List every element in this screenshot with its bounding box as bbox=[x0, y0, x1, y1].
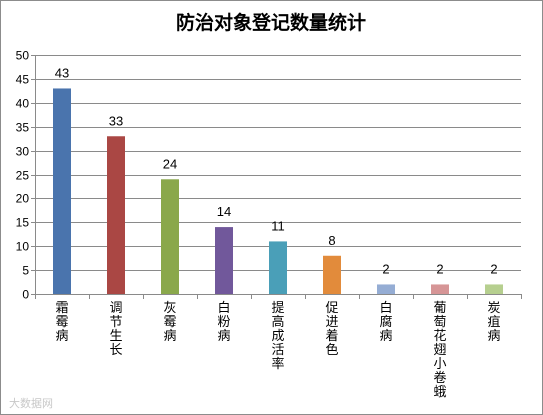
y-tick-label: 50 bbox=[16, 49, 30, 63]
data-label: 33 bbox=[109, 113, 123, 128]
y-tick-label: 40 bbox=[16, 97, 30, 111]
y-tick-label: 20 bbox=[16, 192, 30, 206]
category-label: 提高成活率 bbox=[271, 300, 284, 372]
category-label: 炭疽病 bbox=[487, 301, 500, 344]
y-tick-label: 15 bbox=[16, 216, 30, 230]
category-label: 白腐病 bbox=[379, 300, 392, 344]
category-label: 葡萄花翅小卷蛾 bbox=[433, 301, 446, 400]
category-label: 白粉病 bbox=[217, 300, 230, 344]
bar bbox=[215, 227, 233, 294]
data-label: 2 bbox=[436, 261, 443, 276]
bar bbox=[269, 241, 287, 294]
data-label: 8 bbox=[328, 233, 335, 248]
data-labels: 43 33 24 14 11 8 2 2 2 bbox=[55, 65, 498, 276]
y-tick-label: 5 bbox=[22, 264, 29, 278]
data-label: 2 bbox=[382, 261, 389, 276]
bar bbox=[53, 88, 71, 295]
y-tick-label: 10 bbox=[16, 240, 30, 254]
y-tick-label: 25 bbox=[16, 169, 30, 183]
category-label: 促进着色 bbox=[325, 301, 338, 358]
axes: 0 5 10 15 20 25 30 35 40 45 50 bbox=[16, 49, 522, 302]
data-label: 2 bbox=[490, 261, 497, 276]
data-label: 14 bbox=[217, 204, 231, 219]
data-label: 11 bbox=[271, 218, 285, 233]
y-tick-label: 35 bbox=[16, 121, 30, 135]
data-label: 43 bbox=[55, 65, 69, 80]
bar bbox=[323, 255, 341, 294]
y-tick-label: 30 bbox=[16, 145, 30, 159]
y-tick-label: 0 bbox=[22, 288, 29, 302]
category-label: 调节生长 bbox=[109, 301, 122, 358]
y-tick-label: 45 bbox=[16, 73, 30, 87]
watermark: 大数据网 bbox=[9, 397, 53, 410]
bar bbox=[107, 136, 125, 294]
category-label: 霜霉病 bbox=[55, 301, 68, 344]
data-label: 24 bbox=[163, 156, 177, 171]
bar bbox=[377, 284, 395, 294]
category-labels: 霜霉病 调节生长 灰霉病 白粉病 提高成活率 促进着色 白腐病 葡萄花翅小卷蛾 炭疽病 bbox=[55, 300, 500, 400]
bars bbox=[53, 88, 503, 295]
bar bbox=[485, 284, 503, 294]
bar bbox=[431, 284, 449, 294]
category-label: 灰霉病 bbox=[163, 301, 176, 344]
bar bbox=[161, 179, 179, 294]
chart-title: 防治对象登记数量统计 bbox=[176, 11, 366, 34]
